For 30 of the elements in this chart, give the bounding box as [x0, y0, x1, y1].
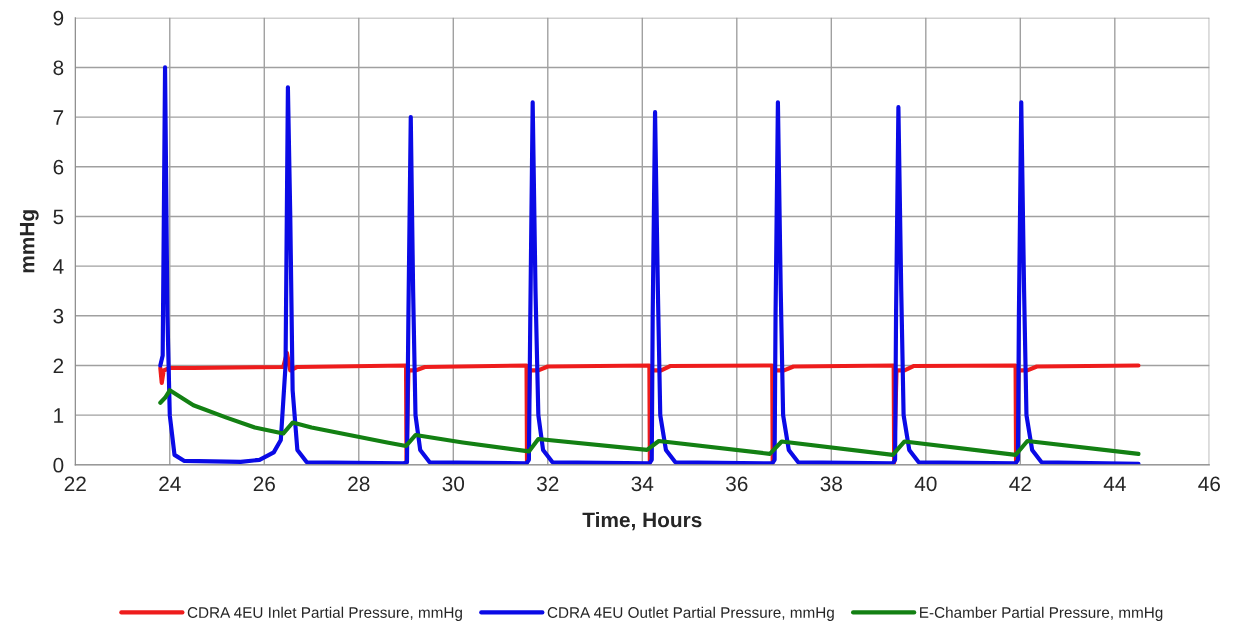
y-tick-label: 0: [53, 457, 64, 473]
y-axis-title: mmHg: [19, 210, 39, 273]
y-tick-label: 2: [53, 358, 64, 374]
x-tick-label: 28: [348, 476, 370, 492]
legend-label: CDRA 4EU Inlet Partial Pressure, mmHg: [187, 606, 462, 621]
y-tick-label: 9: [53, 10, 64, 26]
x-tick-label: 30: [442, 476, 465, 492]
x-tick-label: 34: [631, 476, 654, 492]
y-tick-label: 6: [53, 159, 64, 175]
legend-label: E-Chamber Partial Pressure, mmHg: [920, 606, 1163, 621]
x-axis-title: Time, Hours: [582, 512, 702, 531]
x-tick-label: 46: [1198, 476, 1220, 492]
x-tick-label: 44: [1103, 476, 1126, 492]
x-tick-label: 24: [159, 476, 181, 492]
y-tick-label: 3: [53, 308, 64, 324]
x-tick-label: 42: [1009, 476, 1031, 492]
y-tick-label: 1: [54, 408, 64, 423]
y-tick-label: 5: [53, 209, 64, 225]
x-tick-label: 38: [820, 476, 842, 492]
line-series: [158, 65, 1141, 465]
y-tick-label: 4: [53, 259, 64, 274]
line-series: [158, 388, 1141, 457]
x-tick-label: 32: [537, 476, 559, 492]
x-tick-label: 26: [253, 476, 275, 492]
x-tick-label: 40: [914, 476, 937, 492]
y-tick-label: 7: [53, 110, 64, 125]
x-tick-label: 22: [64, 476, 86, 492]
legend-label: CDRA 4EU Outlet Partial Pressure, mmHg: [547, 606, 834, 621]
y-tick-label: 8: [53, 60, 64, 76]
x-tick-label: 36: [726, 476, 748, 492]
